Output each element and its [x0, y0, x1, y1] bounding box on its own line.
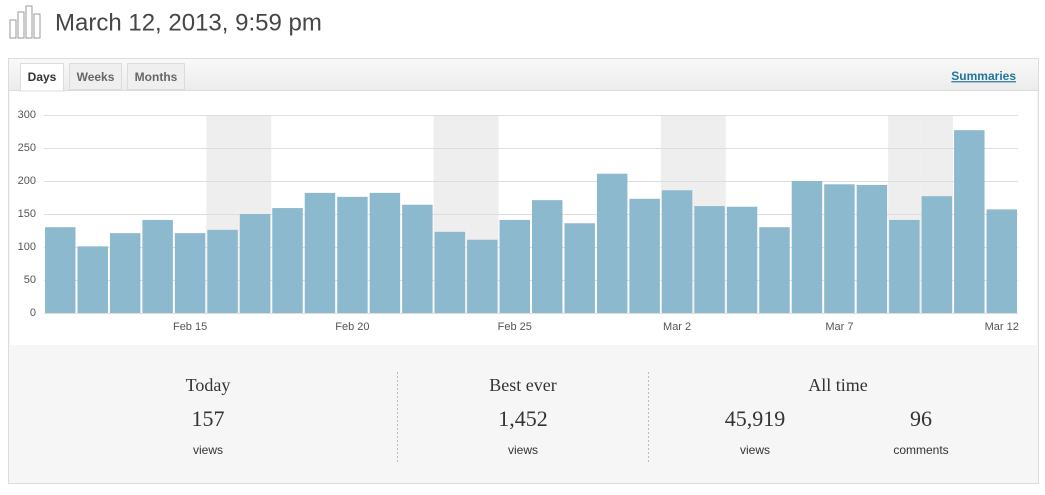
bar: [596, 173, 628, 313]
y-tick-label: 200: [18, 175, 36, 187]
summaries-link[interactable]: Summaries: [951, 69, 1016, 83]
bar: [207, 229, 238, 313]
tab-label[interactable]: Months: [135, 70, 178, 84]
bar: [499, 219, 530, 313]
stat-label: All time: [808, 375, 868, 395]
y-tick-label: 0: [30, 307, 36, 319]
bar: [759, 227, 790, 313]
header-icon: [9, 5, 41, 39]
stat-unit: views: [740, 443, 770, 457]
bar: [694, 206, 725, 313]
bar: [304, 192, 336, 313]
bar: [791, 181, 823, 313]
stat-value: 157: [192, 406, 225, 431]
stat-value: 96: [910, 406, 932, 431]
stat-value: 45,919: [725, 406, 786, 431]
x-tick-label: Mar 7: [825, 321, 853, 333]
bar: [921, 196, 953, 313]
y-tick-label: 100: [18, 241, 36, 253]
stat-unit: comments: [893, 443, 948, 457]
stat-label: Best ever: [489, 375, 556, 395]
y-tick-label: 150: [18, 208, 36, 220]
bar: [337, 196, 368, 313]
tab-label[interactable]: Days: [28, 70, 57, 84]
tab[interactable]: [20, 63, 64, 92]
bar: [174, 233, 206, 313]
bar: [109, 233, 141, 313]
page-title: March 12, 2013, 9:59 pm: [55, 9, 322, 36]
stat-value: 1,452: [498, 406, 548, 431]
stat-unit: views: [508, 443, 538, 457]
x-tick-label: Feb 25: [498, 321, 532, 333]
bar: [661, 190, 693, 313]
bar: [45, 227, 76, 313]
stat-unit: views: [193, 443, 223, 457]
y-tick-label: 50: [24, 274, 36, 286]
bar: [629, 198, 660, 313]
bar: [889, 219, 920, 313]
stat-label: Today: [186, 375, 231, 395]
x-tick-label: Mar 2: [663, 321, 691, 333]
tab[interactable]: [127, 63, 185, 90]
bar: [726, 206, 758, 313]
bar: [77, 246, 108, 313]
x-tick-label: Feb 15: [173, 321, 207, 333]
bar: [532, 200, 563, 313]
tab-label[interactable]: Weeks: [77, 70, 115, 84]
bar: [856, 184, 888, 313]
bar: [824, 184, 855, 313]
bar: [142, 219, 173, 313]
x-tick-label: Mar 12: [985, 321, 1019, 333]
bar: [434, 231, 466, 313]
bar: [986, 209, 1017, 313]
tab[interactable]: [69, 63, 122, 90]
y-tick-label: 250: [18, 142, 36, 154]
bar: [954, 130, 985, 313]
bar: [272, 208, 303, 313]
bar: [402, 204, 433, 313]
y-tick-label: 300: [18, 109, 36, 121]
bar: [564, 223, 595, 313]
bar: [369, 192, 401, 313]
bar: [467, 239, 498, 313]
bar: [239, 214, 271, 313]
x-tick-label: Feb 20: [335, 321, 369, 333]
